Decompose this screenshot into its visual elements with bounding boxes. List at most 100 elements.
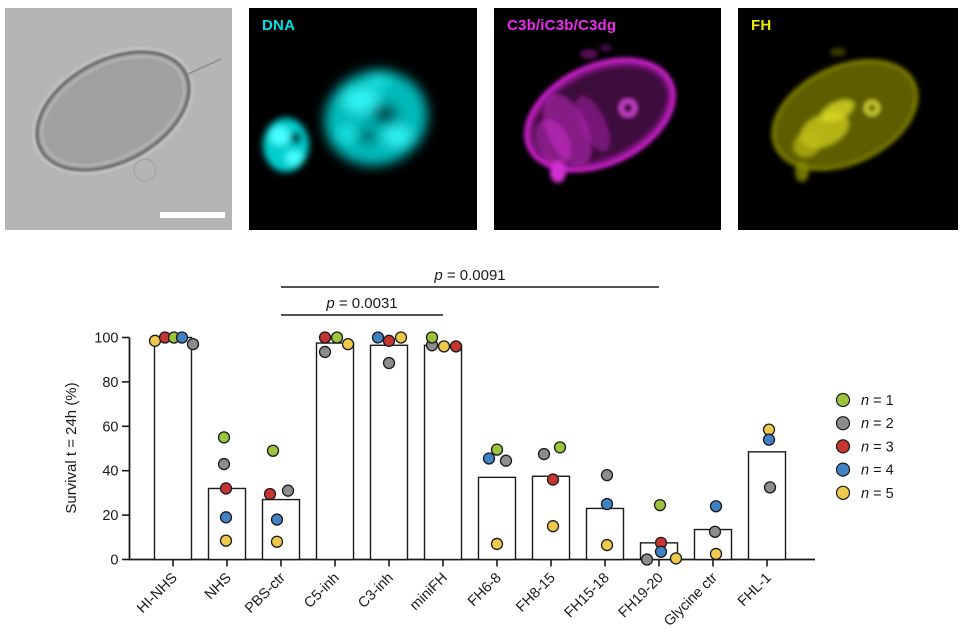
data-point-n1 <box>490 443 504 456</box>
data-point-n3 <box>449 340 463 353</box>
data-point-n5 <box>546 520 560 533</box>
bar-miniFH <box>423 344 463 561</box>
data-point-n2 <box>382 356 396 370</box>
x-tick-label: Glycine ctr <box>661 570 721 630</box>
legend-swatch-n2 <box>835 416 851 431</box>
data-point-n1 <box>266 444 280 457</box>
significance-label: p = 0.0031 <box>325 295 397 312</box>
bar-C5-inh <box>315 342 355 561</box>
data-point-n5 <box>148 334 162 347</box>
data-point-n3 <box>318 331 332 344</box>
x-tick-label: FH8-15 <box>513 570 559 616</box>
legend-swatch-n1 <box>835 392 851 408</box>
x-tick-label: NHS <box>202 570 235 603</box>
brightfield-image <box>5 8 232 230</box>
data-point-n1 <box>330 331 344 344</box>
data-point-n3 <box>382 334 396 347</box>
x-tick-label: FH6-8 <box>465 570 505 610</box>
x-tick-label: FHL-1 <box>735 570 775 610</box>
dna-nucleus-small <box>263 118 309 172</box>
data-point-n5 <box>437 340 451 353</box>
survival-chart: p = 0.0091 p = 0.0031 0 20 40 60 80 100 Survival… <box>63 267 894 630</box>
fh-label: FH <box>751 17 772 34</box>
data-point-n5 <box>600 538 614 552</box>
data-point-n1 <box>553 441 567 454</box>
legend-swatch-n5 <box>835 485 851 500</box>
data-point-n1 <box>653 498 667 512</box>
data-point-n4 <box>482 452 496 465</box>
data-point-n2 <box>600 468 614 482</box>
data-point-n3 <box>546 473 560 486</box>
y-axis-title: Survival t = 24h (%) <box>63 382 80 513</box>
data-point-n4 <box>270 513 284 526</box>
y-tick-label: 80 <box>102 375 118 391</box>
x-tick-label: C5-inh <box>301 570 343 612</box>
data-point-n4 <box>175 331 189 344</box>
scale-bar <box>160 212 225 218</box>
fh-panel: FH <box>738 8 958 230</box>
data-point-n4 <box>371 331 385 344</box>
y-tick-label: 60 <box>102 419 118 435</box>
bar-FHL-1 <box>747 451 787 561</box>
dna-image <box>249 8 477 230</box>
bar-NHS <box>207 487 247 561</box>
c3b-panel: C3b/iC3b/C3dg <box>494 8 721 230</box>
data-point-n1 <box>425 331 439 344</box>
data-point-n5 <box>490 537 504 551</box>
bar-FH15-18 <box>585 507 625 561</box>
data-point-n5 <box>394 331 408 344</box>
brightfield-panel <box>5 8 232 230</box>
c3b-label: C3b/iC3b/C3dg <box>507 17 617 34</box>
legend-label: n = 4 <box>861 463 894 479</box>
y-tick-label: 40 <box>102 464 118 480</box>
c3b-cell <box>524 44 676 183</box>
y-tick-label: 20 <box>102 508 118 524</box>
legend-swatch-n4 <box>835 462 851 477</box>
bar-PBS-ctr <box>261 498 301 561</box>
data-point-n2 <box>186 338 200 351</box>
data-point-n5 <box>669 552 683 565</box>
data-point-n2 <box>763 481 777 494</box>
data-point-n3 <box>263 487 277 501</box>
data-point-n3 <box>219 482 233 495</box>
x-tick-label: PBS-ctr <box>242 570 289 617</box>
y-tick-label: 100 <box>94 331 118 347</box>
fh-cell <box>771 48 919 182</box>
dna-label: DNA <box>262 17 296 34</box>
data-point-n1 <box>217 431 231 444</box>
data-point-n5 <box>219 534 233 547</box>
c3b-image <box>494 8 721 230</box>
data-point-n5 <box>270 535 284 548</box>
data-point-n5 <box>341 338 355 351</box>
legend-swatch-n3 <box>835 439 851 454</box>
significance-label: p = 0.0091 <box>433 267 505 284</box>
data-point-n2 <box>281 484 295 497</box>
legend-label: n = 5 <box>861 486 894 502</box>
data-point-n2 <box>640 553 654 566</box>
data-point-n2 <box>499 454 513 467</box>
x-tick-label: FH15-18 <box>562 570 613 621</box>
legend-label: n = 1 <box>861 393 894 409</box>
data-point-n5 <box>709 547 723 561</box>
data-point-n4 <box>654 545 668 558</box>
data-point-n4 <box>219 511 233 524</box>
fh-image <box>738 8 958 230</box>
legend-label: n = 3 <box>861 439 894 455</box>
dna-nucleus-large <box>324 70 428 166</box>
x-tick-label: FH19-20 <box>616 570 667 621</box>
bar-C3-inh <box>369 344 409 561</box>
data-point-n2 <box>708 525 722 538</box>
data-point-n4 <box>709 500 723 513</box>
bar-FH8-15 <box>531 475 571 561</box>
data-point-n2 <box>537 447 551 461</box>
image-grain <box>5 8 232 230</box>
legend-label: n = 2 <box>861 416 894 432</box>
y-tick-label: 0 <box>110 553 118 569</box>
x-tick-label: C3-inh <box>355 570 397 612</box>
data-point-n4 <box>762 433 776 446</box>
x-tick-label: miniFH <box>407 570 451 614</box>
data-point-n2 <box>318 345 332 359</box>
data-point-n2 <box>217 457 231 471</box>
dna-panel: DNA <box>249 8 477 230</box>
